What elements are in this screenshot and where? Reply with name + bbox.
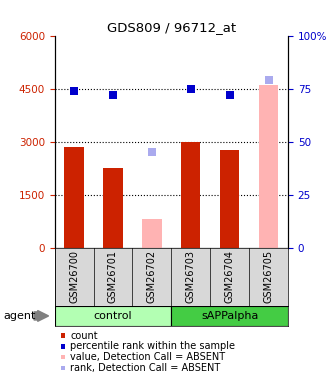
Bar [142, 219, 162, 248]
Text: agent: agent [3, 311, 36, 321]
Text: percentile rank within the sample: percentile rank within the sample [70, 342, 235, 351]
Text: control: control [94, 311, 132, 321]
Bar [259, 85, 278, 248]
Text: GSM26702: GSM26702 [147, 250, 157, 303]
Text: count: count [70, 331, 98, 340]
Bar [103, 168, 123, 248]
Bar [64, 147, 84, 248]
Text: GSM26701: GSM26701 [108, 250, 118, 303]
Bar [181, 142, 201, 248]
Text: GSM26705: GSM26705 [263, 250, 273, 303]
Text: GSM26704: GSM26704 [225, 250, 235, 303]
FancyArrow shape [34, 310, 49, 321]
Title: GDS809 / 96712_at: GDS809 / 96712_at [107, 21, 236, 34]
Text: value, Detection Call = ABSENT: value, Detection Call = ABSENT [70, 352, 225, 362]
Text: GSM26703: GSM26703 [186, 250, 196, 303]
Bar [220, 150, 239, 248]
Text: rank, Detection Call = ABSENT: rank, Detection Call = ABSENT [70, 363, 220, 373]
Text: GSM26700: GSM26700 [69, 250, 79, 303]
Bar [171, 306, 288, 326]
Text: sAPPalpha: sAPPalpha [201, 311, 258, 321]
Bar [55, 306, 171, 326]
